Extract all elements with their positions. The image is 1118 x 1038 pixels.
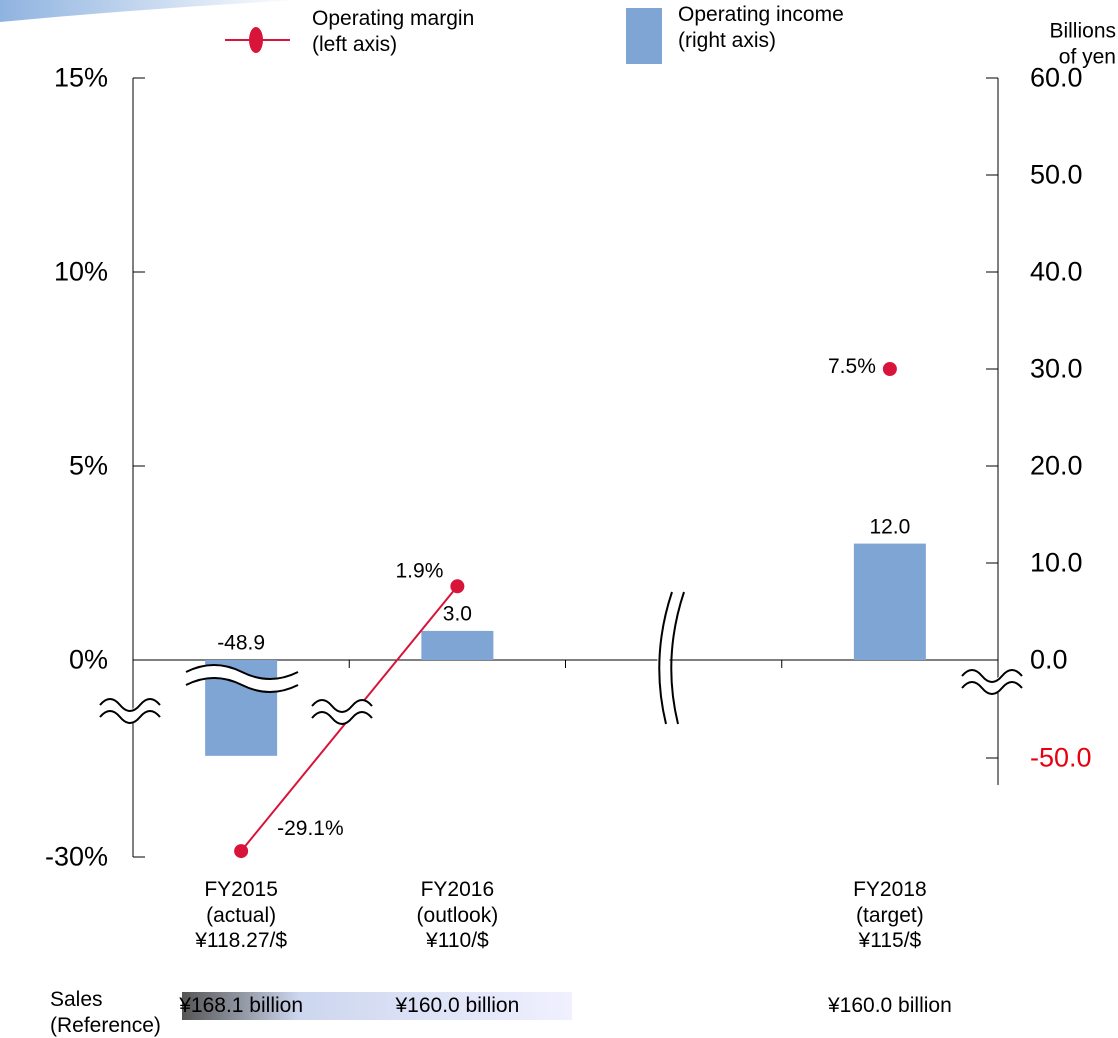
data-label: -48.9: [217, 631, 266, 655]
bar: [853, 543, 926, 660]
y2-tick-label: 10.0: [1030, 547, 1083, 578]
point: [450, 579, 465, 594]
break-mark: [95, 698, 165, 724]
y2-tick-label: 30.0: [1030, 353, 1083, 384]
y2-tick-label: 50.0: [1030, 159, 1083, 190]
data-label: -29.1%: [277, 817, 344, 841]
y2-axis-title: Billions of yen: [1049, 19, 1116, 68]
data-label: 7.5%: [828, 355, 876, 379]
y-tick-label: 0%: [68, 644, 108, 675]
data-label: 1.9%: [395, 559, 444, 583]
y-tick-label: 15%: [53, 62, 108, 93]
break-mark: [957, 669, 1027, 695]
sales-value: ¥160.0 billion: [395, 994, 520, 1018]
break-mark: [657, 590, 685, 726]
legend-label: Operating income (right axis): [678, 3, 844, 52]
x-tick-label: FY2016 (outlook) ¥110/$: [416, 878, 499, 953]
y2-tick-label: 20.0: [1030, 450, 1083, 481]
x-tick-label: FY2018 (target) ¥115/$: [853, 878, 927, 953]
legend-swatch: [626, 8, 662, 64]
sales-value: ¥160.0 billion: [827, 994, 952, 1018]
break-mark: [307, 699, 377, 725]
decoration: [182, 992, 572, 1020]
axis-breaks: [95, 590, 1027, 726]
data-label: 12.0: [869, 514, 911, 538]
sales-value: ¥168.1 billion: [179, 994, 304, 1018]
y-tick-label: 5%: [68, 450, 108, 481]
y2-tick-label: 60.0: [1030, 62, 1083, 93]
y2-tick-label: -50.0: [1030, 742, 1092, 773]
data-label: 3.0: [442, 602, 472, 626]
y-tick-label: -30%: [44, 841, 108, 872]
line: [241, 369, 890, 851]
x-tick-label: FY2015 (actual) ¥118.27/$: [195, 878, 288, 953]
legend-swatch: [249, 27, 263, 53]
bar: [421, 630, 494, 660]
break-mark: [183, 664, 301, 693]
y2-tick-label: 40.0: [1030, 256, 1083, 287]
point: [882, 362, 897, 376]
y2-tick-label: 0.0: [1030, 644, 1068, 675]
y-tick-label: 10%: [53, 256, 108, 287]
point: [234, 844, 249, 859]
legend-label: Operating margin (left axis): [312, 7, 475, 56]
decoration: [0, 0, 300, 22]
sales-label: Sales (Reference): [50, 988, 161, 1037]
